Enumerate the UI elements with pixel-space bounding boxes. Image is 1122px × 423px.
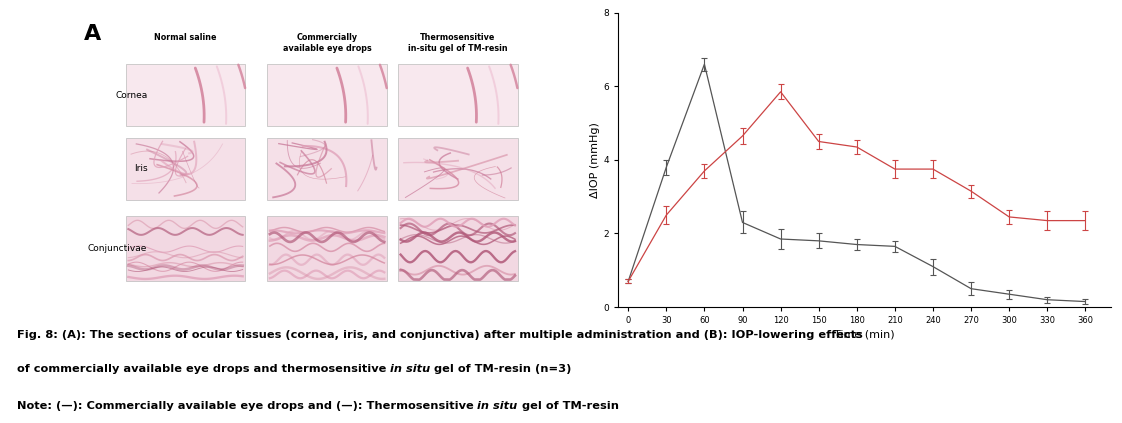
FancyBboxPatch shape: [398, 138, 517, 200]
X-axis label: Time (min): Time (min): [834, 329, 894, 339]
Text: gel of TM-resin: gel of TM-resin: [517, 401, 618, 411]
Text: Cornea: Cornea: [116, 91, 147, 100]
Text: in situ: in situ: [478, 401, 517, 411]
FancyBboxPatch shape: [267, 138, 387, 200]
FancyBboxPatch shape: [126, 64, 246, 126]
FancyBboxPatch shape: [398, 216, 517, 280]
Text: A: A: [84, 25, 101, 44]
Y-axis label: ΔIOP (mmHg): ΔIOP (mmHg): [590, 122, 600, 198]
Text: Commercially
available eye drops: Commercially available eye drops: [283, 33, 371, 53]
FancyBboxPatch shape: [126, 138, 246, 200]
Text: Fig. 8: (A): The sections of ocular tissues (cornea, iris, and conjunctiva) afte: Fig. 8: (A): The sections of ocular tiss…: [17, 330, 863, 340]
Text: Normal saline: Normal saline: [154, 33, 217, 42]
Text: Conjunctivae: Conjunctivae: [88, 244, 147, 253]
Text: gel of TM-resin (n=3): gel of TM-resin (n=3): [431, 364, 572, 374]
Text: in situ: in situ: [390, 364, 431, 374]
Text: Note: (—): Commercially available eye drops and (—): Thermosensitive: Note: (—): Commercially available eye dr…: [17, 401, 478, 411]
Text: of commercially available eye drops and thermosensitive: of commercially available eye drops and …: [17, 364, 390, 374]
FancyBboxPatch shape: [267, 216, 387, 280]
FancyBboxPatch shape: [267, 64, 387, 126]
FancyBboxPatch shape: [126, 216, 246, 280]
Text: Thermosensitive
in-situ gel of TM-resin: Thermosensitive in-situ gel of TM-resin: [408, 33, 507, 53]
Text: Iris: Iris: [134, 164, 147, 173]
FancyBboxPatch shape: [398, 64, 517, 126]
